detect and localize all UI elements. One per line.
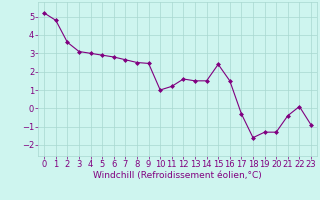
X-axis label: Windchill (Refroidissement éolien,°C): Windchill (Refroidissement éolien,°C) xyxy=(93,171,262,180)
